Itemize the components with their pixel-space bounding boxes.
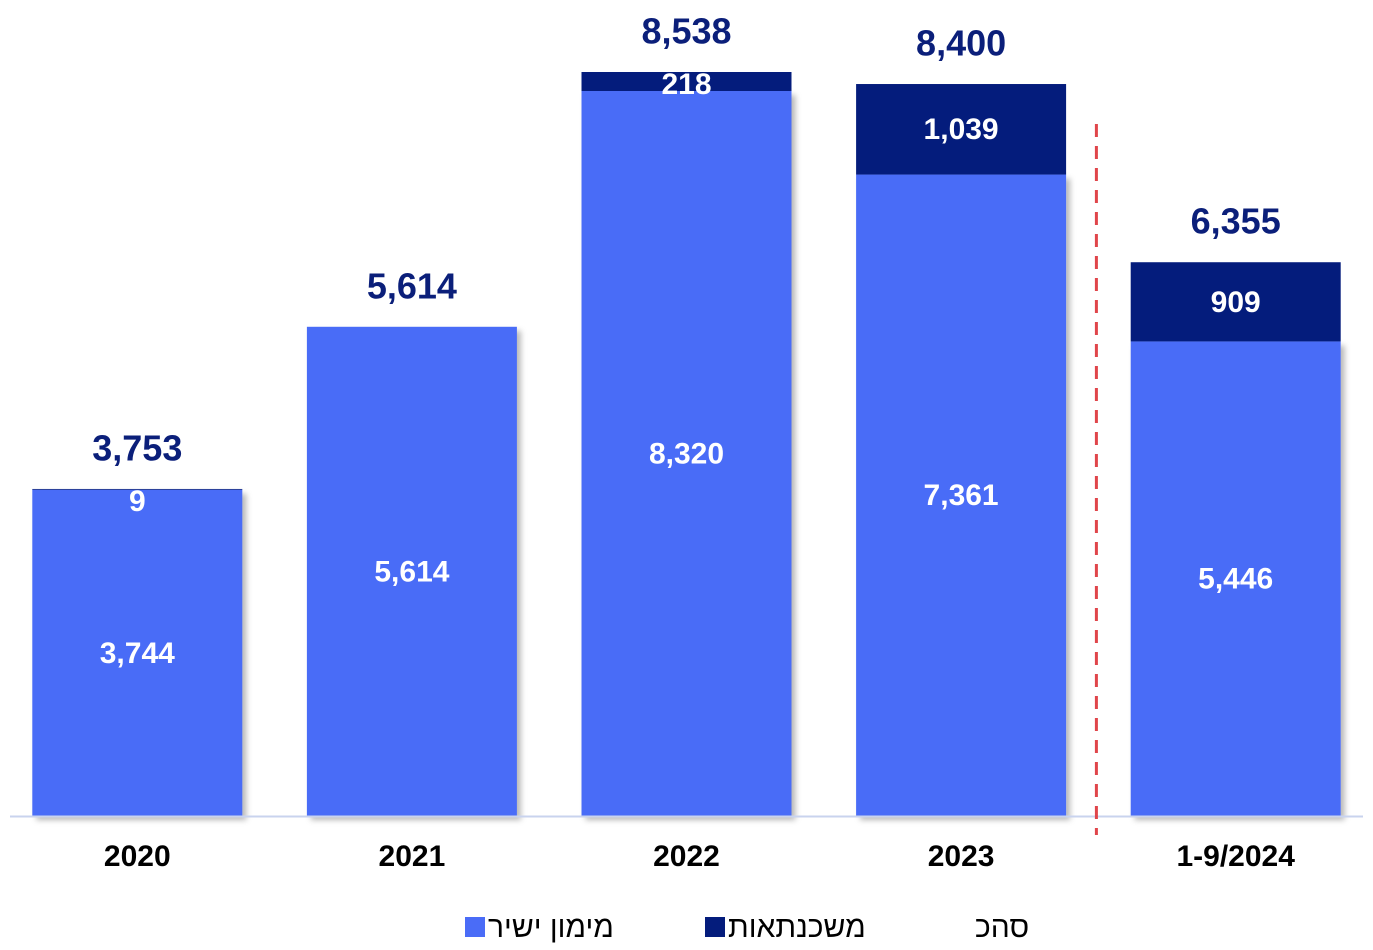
label-direct-2020: 3,744: [100, 637, 175, 670]
label-total-2021: 5,614: [367, 265, 457, 306]
x-tick-2023: 2023: [928, 840, 995, 873]
label-direct-2022: 8,320: [649, 437, 724, 470]
legend-swatch-direct: [465, 917, 485, 938]
label-direct-2021: 5,614: [374, 555, 449, 588]
label-mortgage-2022: 218: [661, 68, 711, 101]
label-mortgage-2020: 9: [129, 485, 146, 518]
label-direct-1-9/2024: 5,446: [1198, 563, 1273, 596]
bar-direct-1-9/2024: [1130, 341, 1341, 816]
bar-mortgage-2022: [581, 72, 792, 91]
legend-label-mortgage: משכנתאות: [728, 911, 866, 944]
label-mortgage-1-9/2024: 909: [1211, 286, 1261, 319]
label-direct-2023: 7,361: [924, 479, 999, 512]
legend-swatch-mortgage: [705, 917, 725, 938]
x-tick-1-9/2024: 1-9/2024: [1176, 840, 1295, 873]
bar-mortgage-2023: [856, 84, 1067, 175]
legend-item-mortgage: משכנתאות: [705, 908, 866, 948]
legend-label-total: סהכ: [975, 911, 1030, 944]
label-total-1-9/2024: 6,355: [1191, 201, 1281, 242]
legend-item-direct: מימון ישיר: [465, 908, 614, 948]
label-total-2023: 8,400: [916, 23, 1006, 64]
bar-direct-2023: [856, 174, 1067, 816]
legend-label-direct: מימון ישיר: [488, 911, 614, 944]
x-tick-2020: 2020: [104, 840, 171, 873]
bar-direct-2022: [581, 90, 792, 817]
x-tick-2022: 2022: [653, 840, 720, 873]
label-mortgage-2023: 1,039: [924, 113, 999, 146]
chart-legend: מימון ישיר משכנתאות סהכ: [0, 908, 1373, 948]
bar-direct-2020: [32, 489, 243, 816]
label-total-2020: 3,753: [92, 427, 182, 468]
x-tick-2021: 2021: [379, 840, 446, 873]
stacked-bar-chart: 3,744 9 3,753 2020 5,614 5,614 2021 8,320 218 8,5…: [10, 11, 1363, 873]
legend-item-total: סהכ: [975, 908, 1029, 948]
bar-mortgage-2020: [32, 488, 243, 490]
bar-mortgage-1-9/2024: [1130, 262, 1341, 342]
label-total-2022: 8,538: [641, 11, 731, 52]
bar-direct-2021: [306, 326, 517, 816]
